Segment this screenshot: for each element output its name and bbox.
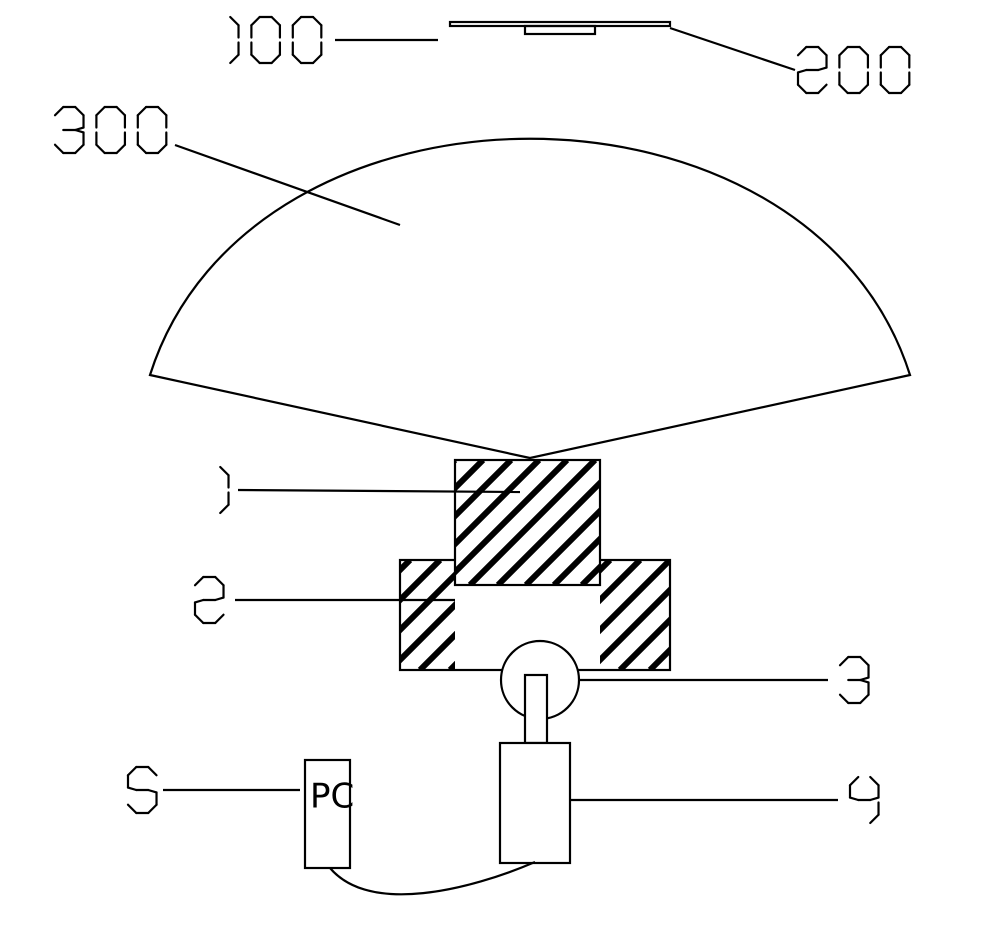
label-2 <box>195 577 224 623</box>
cable <box>330 862 535 894</box>
fan-beam <box>150 139 910 458</box>
leader-l200 <box>670 28 795 70</box>
top-stub <box>525 26 595 34</box>
label-1 <box>220 467 228 513</box>
label-100 <box>230 17 321 63</box>
label-5 <box>128 767 157 813</box>
block-4 <box>500 743 570 863</box>
label-3 <box>840 657 869 703</box>
stem <box>525 675 547 743</box>
pc-label: PC <box>310 777 354 817</box>
label-200 <box>798 47 909 93</box>
label-300 <box>55 107 166 153</box>
leader-l300 <box>175 145 400 225</box>
label-4 <box>850 777 879 823</box>
